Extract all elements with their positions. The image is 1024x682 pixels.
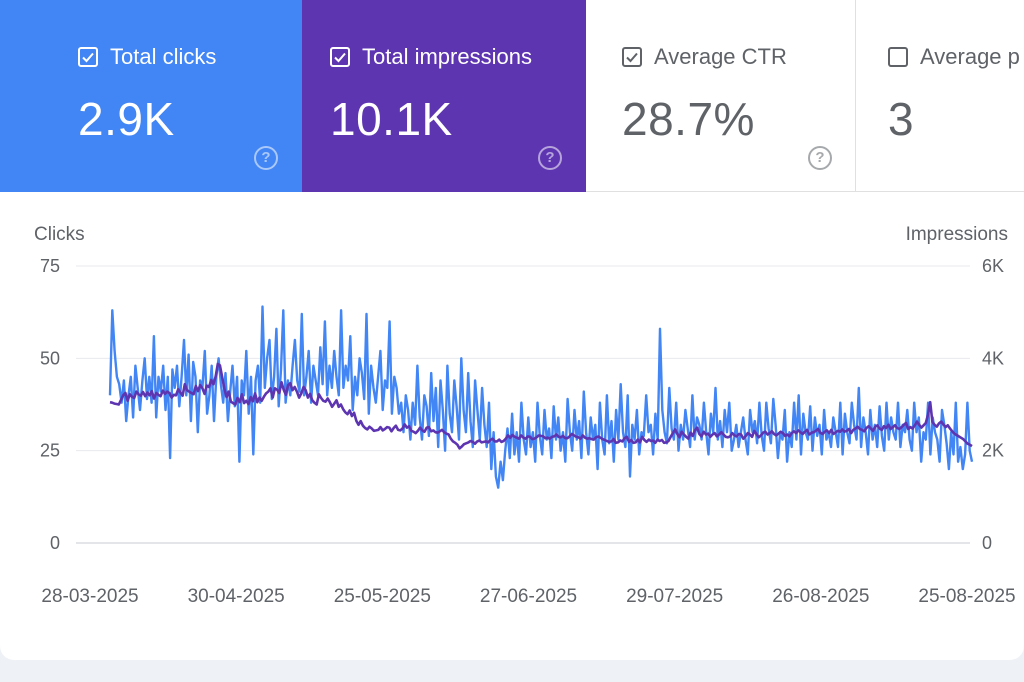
x-tick-label: 29-07-2025 [626, 586, 723, 607]
x-tick-label: 28-03-2025 [41, 586, 138, 607]
y-axis-left-title: Clicks [34, 224, 85, 245]
metric-label: Average p [920, 44, 1020, 69]
metric-label: Total clicks [110, 44, 217, 69]
metric-value: 10.1K [330, 93, 453, 145]
metric-value: 28.7% [622, 93, 755, 145]
y-right-tick-label: 0 [982, 533, 992, 553]
chart-gridlines [76, 265, 970, 544]
y-left-tick-label: 75 [40, 256, 60, 276]
help-icon[interactable]: ? [808, 146, 832, 170]
series-line-impressions [109, 362, 973, 450]
metric-total-clicks[interactable]: Total clicks 2.9K ? [0, 0, 302, 192]
metric-label: Total impressions [362, 44, 532, 69]
metric-average-ctr[interactable]: Average CTR 28.7% ? [586, 0, 856, 192]
y-axis-right-title: Impressions [905, 224, 1008, 245]
x-tick-label: 26-08-2025 [772, 586, 869, 607]
y-left-tick-label: 25 [40, 441, 60, 461]
checkbox-checked-icon[interactable] [78, 47, 98, 67]
performance-card: Total clicks 2.9K ? Total impressions 10… [0, 0, 1024, 660]
y-right-tick-label: 6K [982, 256, 1004, 276]
metric-average-position[interactable]: Average p 3 [856, 0, 1024, 192]
y-axis-right-ticks: 6K 4K 2K 0 [982, 256, 1004, 553]
metric-value: 2.9K [78, 93, 175, 145]
metric-label: Average CTR [654, 44, 787, 69]
checkbox-checked-icon[interactable] [622, 47, 642, 67]
performance-line-chart[interactable]: 75 50 25 0 6K 4K 2K 0 28-03-2025 30-04-2025 25-0… [0, 200, 1024, 620]
x-tick-label: 25-08-2025 [918, 586, 1015, 607]
series-line-clicks [108, 305, 974, 489]
checkbox-unchecked-icon[interactable] [888, 47, 908, 67]
y-axis-left-ticks: 75 50 25 0 [40, 256, 60, 553]
y-right-tick-label: 4K [982, 348, 1004, 368]
metric-total-impressions[interactable]: Total impressions 10.1K ? [302, 0, 586, 192]
help-icon[interactable]: ? [254, 146, 278, 170]
metric-value: 3 [888, 93, 915, 145]
x-tick-label: 30-04-2025 [188, 586, 285, 607]
x-tick-label: 25-05-2025 [334, 586, 431, 607]
x-axis-ticks: 28-03-2025 30-04-2025 25-05-2025 27-06-2025… [41, 586, 1015, 607]
y-left-tick-label: 0 [50, 533, 60, 553]
chart-series [108, 305, 974, 489]
metric-tiles: Total clicks 2.9K ? Total impressions 10… [0, 0, 1024, 192]
y-right-tick-label: 2K [982, 441, 1004, 461]
x-tick-label: 27-06-2025 [480, 586, 577, 607]
y-left-tick-label: 50 [40, 348, 60, 368]
help-icon[interactable]: ? [538, 146, 562, 170]
checkbox-checked-icon[interactable] [330, 47, 350, 67]
